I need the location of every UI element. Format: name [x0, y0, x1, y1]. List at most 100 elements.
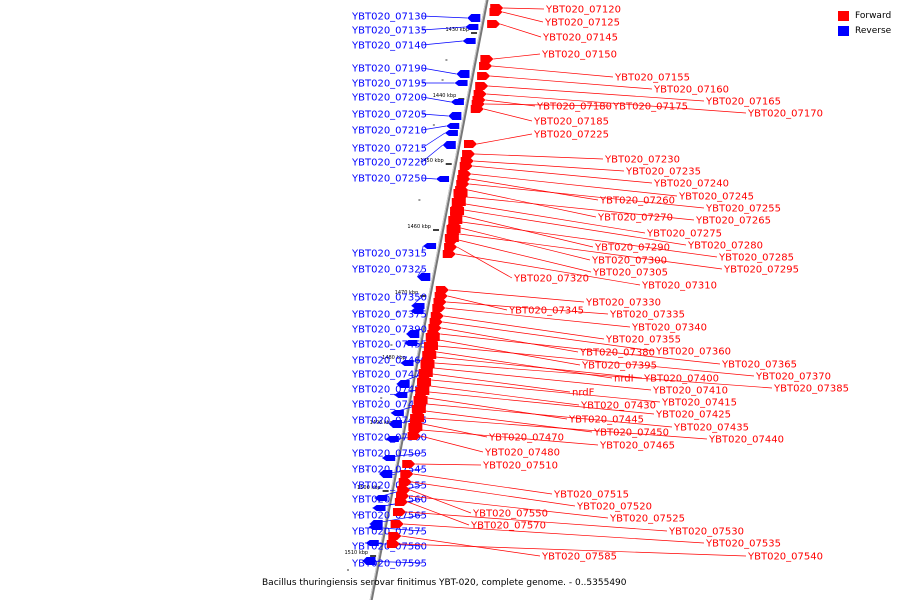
reverse-gene-label: YBT020_07215 — [351, 144, 427, 155]
forward-gene-leader — [426, 403, 673, 428]
forward-gene-label: YBT020_07330 — [585, 298, 661, 309]
forward-gene-feature — [459, 162, 473, 170]
forward-gene-label: YBT020_07385 — [773, 384, 849, 395]
forward-gene-label: YBT020_07300 — [591, 256, 667, 267]
forward-gene-feature — [444, 243, 458, 251]
reverse-gene-label: YBT020_07315 — [351, 249, 427, 260]
reverse-gene-feature — [390, 410, 404, 416]
forward-gene-leader — [443, 315, 605, 340]
reverse-gene-feature — [467, 14, 481, 22]
reverse-gene-label: YBT020_07455 — [351, 340, 427, 351]
forward-gene-feature — [432, 304, 446, 312]
forward-gene-leader — [440, 333, 721, 365]
forward-gene-label: YBT020_07270 — [597, 213, 673, 224]
legend-forward-swatch — [838, 10, 849, 21]
forward-gene-label: YBT020_07185 — [533, 117, 609, 128]
legend-reverse-swatch — [838, 25, 849, 36]
forward-gene-label: YBT020_07445 — [568, 415, 644, 426]
forward-gene-label: YBT020_07230 — [604, 155, 680, 166]
reverse-gene-leader — [421, 40, 463, 46]
reverse-gene-feature — [465, 24, 479, 30]
forward-gene-block — [417, 378, 432, 386]
forward-gene-feature — [480, 55, 494, 63]
forward-gene-label: YBT020_07145 — [542, 33, 618, 44]
reverse-gene-label: YBT020_07500 — [351, 433, 427, 444]
forward-gene-feature — [398, 478, 412, 486]
forward-gene-label: nrdF — [572, 388, 595, 399]
forward-gene-label: YBT020_07370 — [755, 372, 831, 383]
reverse-gene-feature — [404, 340, 418, 346]
forward-gene-label: YBT020_07470 — [488, 433, 564, 444]
forward-gene-label: YBT020_07245 — [678, 192, 754, 203]
reverse-gene-label: YBT020_07375 — [351, 310, 427, 321]
forward-gene-leader — [471, 173, 678, 197]
forward-gene-leader — [470, 178, 599, 201]
axis-tick-label: 1500 kbp — [357, 485, 381, 491]
forward-gene-feature — [407, 432, 421, 440]
forward-gene-label: YBT020_07235 — [625, 167, 701, 178]
legend-forward-label: Forward — [855, 10, 892, 21]
forward-gene-feature — [402, 460, 416, 468]
forward-gene-block — [453, 189, 468, 197]
forward-gene-label: YBT020_07295 — [723, 265, 799, 276]
reverse-gene-label: YBT020_07130 — [351, 12, 427, 23]
reverse-gene-feature — [411, 303, 425, 309]
forward-gene-label: YBT020_07170 — [747, 109, 823, 120]
forward-gene-leader — [459, 233, 723, 270]
reverse-gene-feature — [406, 330, 420, 338]
forward-gene-feature — [390, 520, 404, 528]
reverse-gene-label: YBT020_07595 — [351, 559, 427, 570]
forward-gene-leader — [432, 373, 571, 393]
forward-gene-label: YBT020_07355 — [605, 335, 681, 346]
reverse-gene-label: YBT020_07475 — [351, 370, 427, 381]
reverse-gene-leader — [421, 132, 446, 149]
reverse-gene-feature — [394, 392, 408, 398]
forward-gene-leader — [475, 153, 604, 160]
forward-gene-feature — [489, 8, 503, 16]
forward-gene-block — [410, 414, 425, 422]
forward-gene-label: YBT020_07125 — [544, 18, 620, 29]
forward-gene-leader — [410, 489, 472, 514]
forward-gene-feature — [388, 532, 402, 540]
forward-gene-leader — [401, 535, 541, 557]
reverse-gene-feature — [374, 495, 388, 501]
forward-gene-label: YBT020_07275 — [646, 229, 722, 240]
forward-gene-feature — [470, 105, 484, 113]
forward-gene-leader — [448, 289, 585, 303]
forward-gene-leader — [420, 435, 484, 453]
forward-gene-label: YBT020_07280 — [687, 241, 763, 252]
forward-gene-label: YBT020_07425 — [655, 410, 731, 421]
forward-gene-leader — [415, 463, 482, 466]
forward-gene-leader — [455, 253, 641, 286]
forward-gene-block — [408, 423, 423, 431]
reverse-gene-leader — [417, 268, 423, 278]
forward-gene-label: YBT020_07285 — [718, 253, 794, 264]
axis-tick-label: 1460 kbp — [407, 224, 431, 230]
forward-gene-leader — [500, 23, 542, 38]
axis-tick-label: 1490 kbp — [370, 420, 394, 426]
reverse-gene-feature — [417, 273, 431, 281]
reverse-gene-feature — [446, 123, 460, 129]
forward-gene-leader — [413, 473, 553, 495]
forward-gene-label: YBT020_07320 — [513, 274, 589, 285]
forward-gene-label: YBT020_07530 — [668, 527, 744, 538]
forward-gene-leader — [429, 391, 655, 415]
forward-gene-leader — [483, 108, 533, 122]
forward-gene-label: YBT020_07550 — [472, 509, 548, 520]
reverse-gene-leader — [421, 67, 457, 75]
forward-gene-block — [411, 405, 426, 413]
reverse-gene-feature — [444, 130, 458, 136]
forward-gene-block — [422, 351, 437, 359]
forward-gene-label: YBT020_07415 — [661, 398, 737, 409]
reverse-gene-label: YBT020_07195 — [351, 79, 427, 90]
reverse-gene-feature — [454, 80, 468, 86]
reverse-gene-leader — [421, 245, 424, 254]
forward-gene-leader — [473, 160, 625, 172]
forward-gene-label: YBT020_07410 — [652, 386, 728, 397]
reverse-gene-label: YBT020_07565 — [351, 511, 427, 522]
forward-gene-label: YBT020_07340 — [631, 323, 707, 334]
forward-gene-label: nrdI — [614, 374, 634, 385]
forward-gene-label: YBT020_07450 — [593, 428, 669, 439]
legend-forward: Forward — [838, 8, 900, 23]
